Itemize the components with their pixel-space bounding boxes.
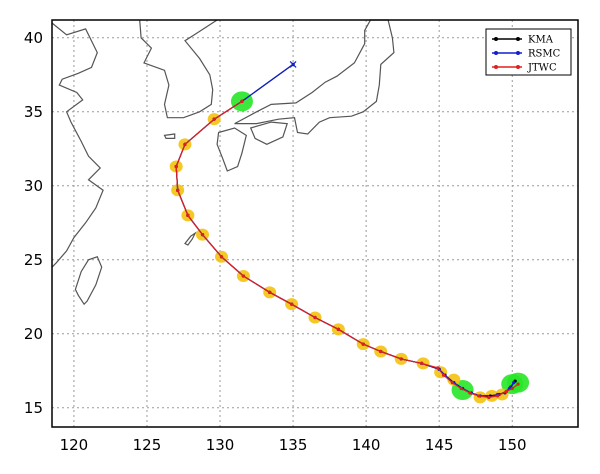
series-point-jtwc xyxy=(240,99,244,103)
legend-label-jtwc: JTWC xyxy=(527,63,557,74)
series-point-jtwc xyxy=(510,386,514,391)
series-point-jtwc xyxy=(379,349,383,354)
grid-lines xyxy=(52,20,578,427)
series-point-jtwc xyxy=(241,274,246,278)
series-point-jtwc xyxy=(477,394,481,398)
series-point-jtwc xyxy=(516,382,520,386)
series-point-jtwc xyxy=(174,164,178,169)
legend-marker-jtwc xyxy=(516,65,520,69)
series-line-rsmc xyxy=(175,63,515,399)
intensity-marker xyxy=(447,373,461,386)
legend: KMA RSMC JTWC xyxy=(485,28,572,76)
series-point-jtwc xyxy=(504,389,509,394)
y-tick-label: 35 xyxy=(24,103,43,121)
x-tick-label: 135 xyxy=(279,436,308,454)
series-point-jtwc xyxy=(487,395,491,399)
series-point-jtwc xyxy=(399,357,403,361)
series-point-jtwc xyxy=(183,142,187,146)
plot-frame xyxy=(51,19,579,428)
x-tick-labels: 120 125 130 135 140 145 150 xyxy=(60,436,527,454)
honshu-island xyxy=(234,19,395,135)
series-point-jtwc xyxy=(450,381,454,385)
series-point-rsmc xyxy=(512,381,516,385)
series-point-jtwc xyxy=(176,188,180,192)
series-point-jtwc xyxy=(361,342,365,346)
series-point-jtwc xyxy=(496,394,500,398)
series-point-jtwc xyxy=(219,255,224,259)
china-coast xyxy=(51,22,104,268)
intensity-highlights xyxy=(169,91,530,404)
y-tick-label: 30 xyxy=(24,177,43,195)
series-point-jtwc xyxy=(459,386,463,391)
legend-label-rsmc: RSMC xyxy=(528,49,561,60)
series-point-jtwc xyxy=(441,373,446,377)
okinawa-island xyxy=(184,231,197,246)
series-point-jtwc xyxy=(268,290,272,294)
y-tick-label: 20 xyxy=(24,325,43,343)
legend-marker-kma xyxy=(494,37,498,41)
y-tick-labels: 15 20 25 30 35 40 xyxy=(24,29,43,417)
track-end-marker xyxy=(289,60,297,68)
kyushu-island xyxy=(216,127,247,172)
legend-marker-jtwc xyxy=(494,65,498,69)
series-line-kma xyxy=(175,63,516,397)
series-point-jtwc xyxy=(313,315,317,320)
y-tick-label: 40 xyxy=(24,29,43,47)
legend-marker-rsmc xyxy=(516,51,520,55)
series-point-jtwc xyxy=(200,233,205,237)
y-tick-label: 25 xyxy=(24,251,43,269)
legend-marker-rsmc xyxy=(494,51,498,55)
x-tick-label: 145 xyxy=(425,436,454,454)
series-point-jtwc xyxy=(336,327,340,331)
jeju-island xyxy=(163,133,176,139)
x-tick-label: 130 xyxy=(206,436,235,454)
series-point-jtwc xyxy=(212,117,216,121)
series-point-jtwc xyxy=(186,213,190,217)
track-series xyxy=(174,60,520,399)
series-point-jtwc xyxy=(420,361,424,365)
legend-label-kma: KMA xyxy=(528,35,554,46)
series-point-jtwc xyxy=(468,391,472,395)
taiwan-island xyxy=(74,256,103,306)
x-tick-label: 150 xyxy=(498,436,527,454)
y-tick-label: 15 xyxy=(24,399,43,417)
korea-coast xyxy=(139,19,218,119)
series-line-jtwc xyxy=(175,100,519,399)
coastline-map xyxy=(51,19,395,306)
x-tick-label: 120 xyxy=(60,436,89,454)
series-point-jtwc xyxy=(290,302,294,306)
legend-marker-kma xyxy=(516,37,520,41)
series-point-jtwc xyxy=(436,366,440,370)
shikoku-island xyxy=(249,121,289,145)
x-tick-label: 125 xyxy=(133,436,162,454)
x-tick-label: 140 xyxy=(352,436,381,454)
